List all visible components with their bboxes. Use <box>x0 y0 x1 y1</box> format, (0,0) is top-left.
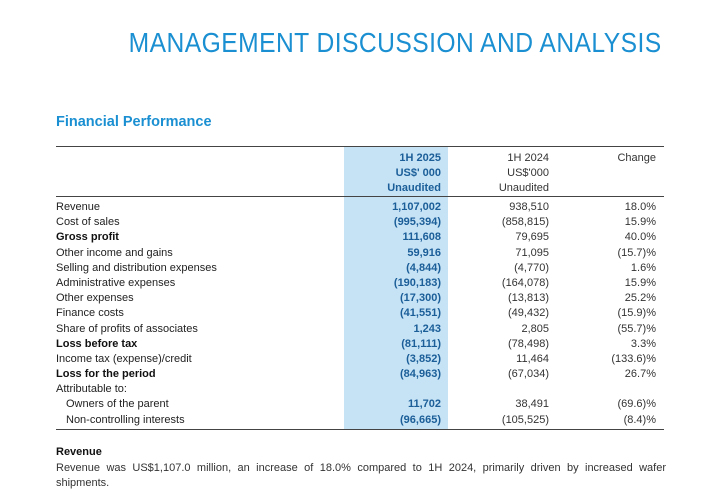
row-label: Share of profits of associates <box>56 322 198 335</box>
table-row: Other expenses (17,300) (13,813) 25.2% <box>56 291 664 306</box>
row-label: Finance costs <box>56 307 124 320</box>
table-row: Finance costs (41,551) (49,432) (15.9)% <box>56 306 664 321</box>
row-label: Cost of sales <box>56 216 120 229</box>
row-value-1h-2025: 1,107,002 <box>392 201 441 213</box>
row-label: Other income and gains <box>56 246 173 259</box>
row-label: Loss for the period <box>56 368 156 381</box>
revenue-paragraph: Revenue was US$1,107.0 million, an incre… <box>56 462 666 489</box>
table-row: Owners of the parent 11,702 38,491 (69.6)% <box>56 397 664 412</box>
table-header-rule <box>56 196 664 197</box>
table-row: Attributable to: <box>56 382 664 397</box>
row-value-1h-2025: (4,844) <box>406 261 441 274</box>
row-label: Income tax (expense)/credit <box>56 352 192 365</box>
table-row: Cost of sales (995,394) (858,815) 15.9% <box>56 215 664 230</box>
row-value-1h-2024: (67,034) <box>508 368 549 381</box>
table-body: Revenue 1,107,002 938,510 18.0% Cost of sale… <box>56 200 664 428</box>
row-label: Administrative expenses <box>56 276 176 289</box>
row-value-1h-2025: 11,702 <box>407 398 441 411</box>
table-row: Selling and distribution expenses (4,844)… <box>56 261 664 276</box>
row-value-1h-2025: 59,916 <box>407 246 441 259</box>
table-bottom-rule <box>56 429 664 430</box>
row-value-change: (8.4)% <box>623 413 656 426</box>
row-value-1h-2025: (81,111) <box>401 337 441 350</box>
table-top-rule <box>56 146 664 147</box>
current-period-highlight <box>344 146 448 430</box>
row-value-1h-2025: (995,394) <box>393 216 441 229</box>
row-label: Gross profit <box>56 231 119 244</box>
row-value-change: 26.7% <box>624 368 656 381</box>
row-value-1h-2025: (41,551) <box>400 307 441 320</box>
row-value-1h-2025: (3,852) <box>406 352 441 365</box>
table-row: Loss before tax (81,111) (78,498) 3.3% <box>56 337 664 352</box>
row-label: Selling and distribution expenses <box>56 261 217 274</box>
row-value-1h-2024: (858,815) <box>501 216 549 229</box>
row-value-change: (69.6)% <box>617 398 656 411</box>
row-value-change: 25.2% <box>624 292 656 305</box>
table-row: Income tax (expense)/credit (3,852) 11,464… <box>56 352 664 367</box>
table-row: Revenue 1,107,002 938,510 18.0% <box>56 200 664 215</box>
row-value-change: 15.9% <box>624 216 656 229</box>
row-value-1h-2024: 38,491 <box>515 398 549 411</box>
row-value-1h-2024: 938,510 <box>509 201 549 213</box>
header-prior-period-line: US$'000 <box>507 167 549 179</box>
header-current-period-line: 1H 2025 <box>399 152 441 164</box>
row-value-change: (133.6)% <box>611 352 656 365</box>
row-label: Other expenses <box>56 292 134 305</box>
row-value-1h-2024: (13,813) <box>508 292 549 305</box>
row-value-1h-2024: (164,078) <box>501 276 549 289</box>
table-row: Non-controlling interests (96,665) (105,52… <box>56 413 664 428</box>
row-value-change: (55.7)% <box>617 322 656 335</box>
row-value-change: 3.3% <box>630 337 656 350</box>
table-row: Loss for the period (84,963) (67,034) 26.7% <box>56 367 664 382</box>
row-value-change: 18.0% <box>624 201 656 213</box>
header-current-period: 1H 2025 US$' 000 Unaudited <box>344 151 441 196</box>
row-label: Attributable to: <box>56 383 127 396</box>
row-value-1h-2025: 1,243 <box>413 322 441 335</box>
revenue-heading: Revenue <box>56 446 102 458</box>
row-value-change: 1.6% <box>630 261 656 274</box>
row-value-1h-2025: (190,183) <box>393 276 441 289</box>
row-value-1h-2024: (49,432) <box>508 307 549 320</box>
row-value-1h-2024: (78,498) <box>508 337 549 350</box>
row-value-1h-2025: 111,608 <box>402 231 441 244</box>
page-title: MANAGEMENT DISCUSSION AND ANALYSIS <box>129 27 662 58</box>
table-row: Gross profit 111,608 79,695 40.0% <box>56 230 664 245</box>
row-value-1h-2024: 71,095 <box>515 246 549 259</box>
row-value-1h-2024: (105,525) <box>501 413 549 426</box>
header-change-label: Change <box>617 152 656 164</box>
row-value-1h-2025: (96,665) <box>400 413 441 426</box>
row-value-1h-2024: 79,695 <box>515 231 549 244</box>
table-row: Share of profits of associates 1,243 2,805… <box>56 322 664 337</box>
header-prior-period-line: Unaudited <box>498 182 549 194</box>
row-label: Owners of the parent <box>66 398 169 411</box>
row-value-1h-2024: (4,770) <box>514 261 549 274</box>
row-value-1h-2024: 11,464 <box>516 352 549 365</box>
row-label: Loss before tax <box>56 337 138 350</box>
table-row: Administrative expenses (190,183) (164,078… <box>56 276 664 291</box>
row-value-1h-2024: 2,805 <box>521 322 549 335</box>
section-title: Financial Performance <box>56 114 212 130</box>
row-value-change: (15.7)% <box>617 246 656 259</box>
row-value-1h-2025: (17,300) <box>400 292 441 305</box>
row-value-1h-2025: (84,963) <box>400 368 441 381</box>
row-value-change: 40.0% <box>624 231 656 244</box>
header-change: Change <box>556 151 656 166</box>
row-value-change: (15.9)% <box>617 307 656 320</box>
row-value-change: 15.9% <box>624 276 656 289</box>
row-label: Non-controlling interests <box>66 413 185 426</box>
row-label: Revenue <box>56 201 101 213</box>
header-prior-period: 1H 2024 US$'000 Unaudited <box>448 151 549 196</box>
table-row: Other income and gains 59,916 71,095 (15.7)… <box>56 246 664 261</box>
header-current-period-line: US$' 000 <box>395 167 441 179</box>
header-current-period-line: Unaudited <box>387 182 441 194</box>
header-prior-period-line: 1H 2024 <box>507 152 549 164</box>
